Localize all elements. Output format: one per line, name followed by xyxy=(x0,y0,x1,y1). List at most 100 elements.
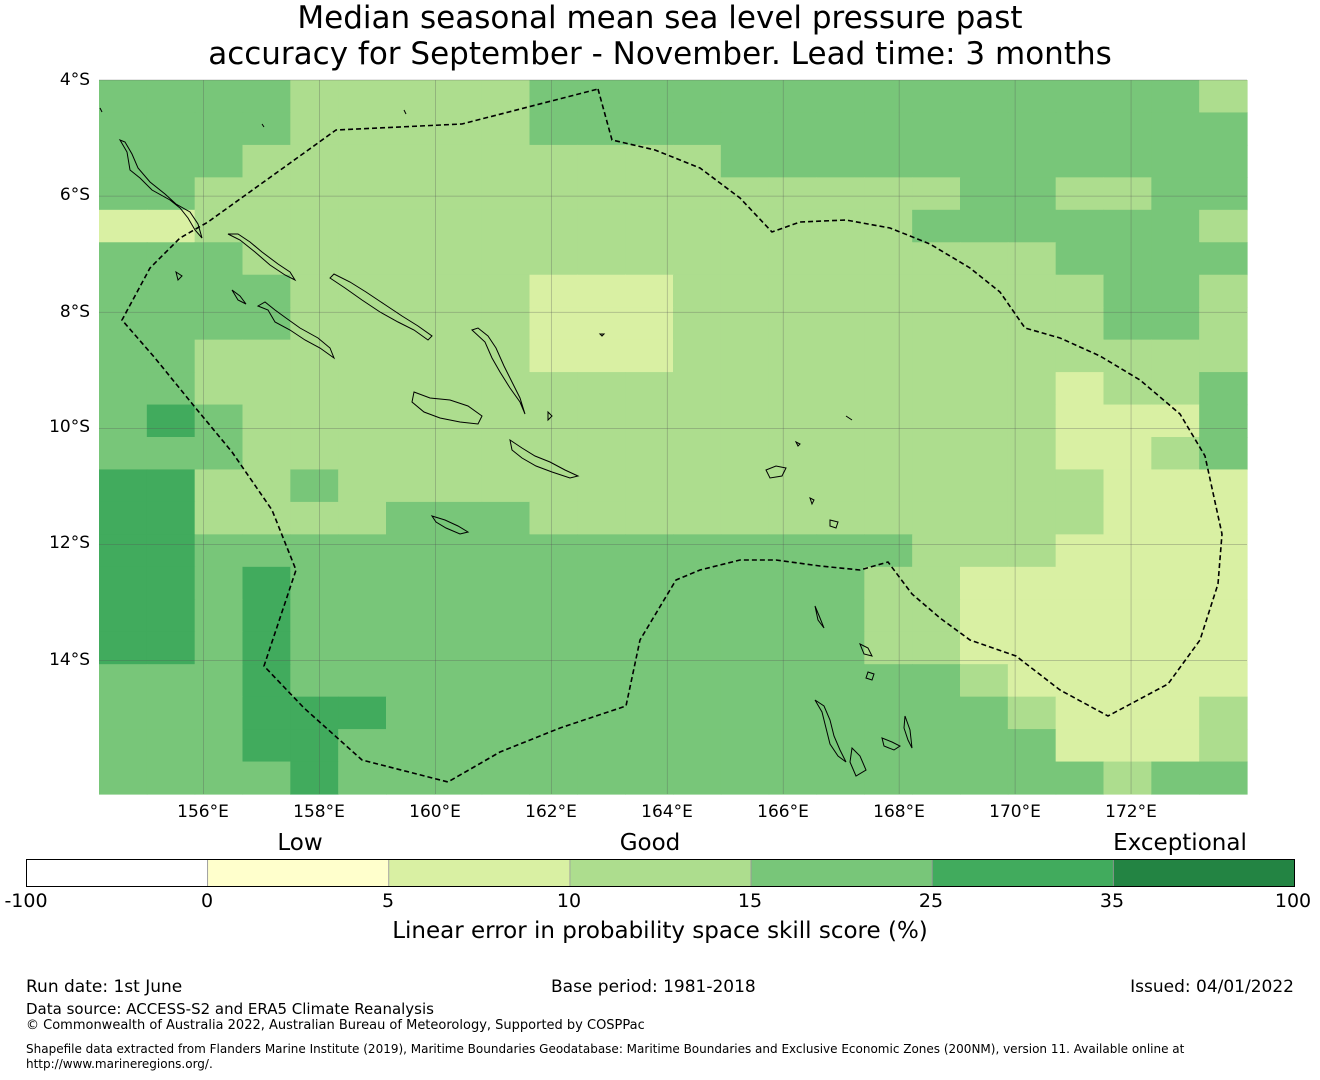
skill-cell xyxy=(1151,209,1200,243)
skill-cell xyxy=(577,307,626,341)
skill-cell xyxy=(481,729,531,763)
skill-cell xyxy=(146,534,196,568)
skill-cell xyxy=(1199,534,1248,568)
skill-cell xyxy=(960,599,1009,633)
skill-cell xyxy=(1103,80,1152,114)
skill-cell xyxy=(290,307,339,341)
lat-label-4s: 4°S xyxy=(59,70,90,90)
skill-cell xyxy=(194,599,244,633)
skill-cell xyxy=(673,209,722,243)
skill-cell xyxy=(242,209,291,243)
lat-label-12s: 12°S xyxy=(49,533,90,553)
island-outlines xyxy=(99,107,913,777)
skill-cell xyxy=(673,729,722,763)
skill-cell xyxy=(529,437,578,471)
skill-cell xyxy=(960,372,1009,406)
skill-cell xyxy=(194,177,244,211)
skill-cell xyxy=(529,631,578,665)
skill-cell xyxy=(1151,242,1200,276)
skill-cell xyxy=(433,469,483,503)
skill-cell xyxy=(1103,404,1152,438)
skill-cell xyxy=(99,209,148,243)
skill-cell xyxy=(1007,209,1057,243)
skill-cell xyxy=(99,372,148,406)
skill-cell xyxy=(1151,664,1200,698)
skill-cell xyxy=(99,469,148,503)
skill-cell xyxy=(99,599,148,633)
skill-cell xyxy=(386,631,435,665)
skill-cell xyxy=(1007,664,1057,698)
skill-cell xyxy=(242,372,291,406)
skill-cell xyxy=(338,242,387,276)
skill-cell xyxy=(816,729,865,763)
skill-cell xyxy=(1007,372,1057,406)
skill-cell xyxy=(386,469,435,503)
skill-cell xyxy=(529,761,578,795)
skill-cell xyxy=(625,696,674,730)
skill-cell xyxy=(816,80,865,114)
skill-cell xyxy=(625,534,674,568)
skill-cell xyxy=(864,729,913,763)
skill-cell xyxy=(481,664,531,698)
skill-cell xyxy=(1103,437,1152,471)
map-title-line2: accuracy for September - November. Lead … xyxy=(208,36,1112,72)
skill-cell xyxy=(625,404,674,438)
skill-cell xyxy=(673,274,722,308)
skill-cell xyxy=(577,242,626,276)
skill-cell xyxy=(1151,339,1200,373)
skill-cell xyxy=(768,761,818,795)
skill-cell xyxy=(1007,534,1057,568)
island-vanuatu-malekula xyxy=(881,737,901,751)
skill-cell xyxy=(912,437,961,471)
skill-cell xyxy=(481,404,531,438)
skill-cell xyxy=(720,696,770,730)
skill-cell xyxy=(577,761,626,795)
skill-cell xyxy=(386,501,435,535)
skill-cell xyxy=(1151,469,1200,503)
lat-label-14s: 14°S xyxy=(49,650,90,670)
colorbar-segment xyxy=(1112,859,1295,887)
skill-cell xyxy=(1055,761,1105,795)
skill-cell xyxy=(1055,566,1105,600)
skill-cell xyxy=(386,339,435,373)
skill-cell xyxy=(1055,339,1105,373)
skill-cell xyxy=(720,242,770,276)
colorbar xyxy=(26,859,1295,887)
skill-cell xyxy=(290,372,339,406)
skill-cell xyxy=(194,372,244,406)
skill-cell xyxy=(1199,729,1248,763)
skill-cell xyxy=(625,80,674,114)
island-anuta xyxy=(845,415,853,421)
skill-cell xyxy=(912,696,961,730)
skill-cell xyxy=(864,437,913,471)
island-banks xyxy=(859,642,873,657)
shapefile-credit-line2: http://www.marineregions.org/. xyxy=(26,1057,213,1071)
skill-cell xyxy=(1199,112,1248,146)
colorbar-segment xyxy=(931,859,1114,887)
skill-cell xyxy=(338,534,387,568)
skill-cell xyxy=(720,177,770,211)
skill-cell xyxy=(386,209,435,243)
skill-cell xyxy=(816,437,865,471)
skill-cell xyxy=(1055,80,1105,114)
skill-cell xyxy=(864,339,913,373)
skill-cell xyxy=(99,177,148,211)
skill-cell xyxy=(625,664,674,698)
skill-cell xyxy=(481,761,531,795)
skill-cell xyxy=(146,696,196,730)
skill-cell xyxy=(577,209,626,243)
skill-cell xyxy=(433,242,483,276)
skill-cell xyxy=(577,631,626,665)
skill-cell xyxy=(194,80,244,114)
island-vanuatu-espiritu xyxy=(814,699,847,763)
skill-cell xyxy=(864,501,913,535)
skill-cell xyxy=(99,339,148,373)
skill-cell xyxy=(864,80,913,114)
skill-cell xyxy=(673,761,722,795)
skill-cell xyxy=(1007,469,1057,503)
skill-cell xyxy=(577,80,626,114)
skill-cell xyxy=(577,112,626,146)
skill-cell xyxy=(673,112,722,146)
skill-cell xyxy=(1055,534,1105,568)
skill-cell xyxy=(338,80,387,114)
